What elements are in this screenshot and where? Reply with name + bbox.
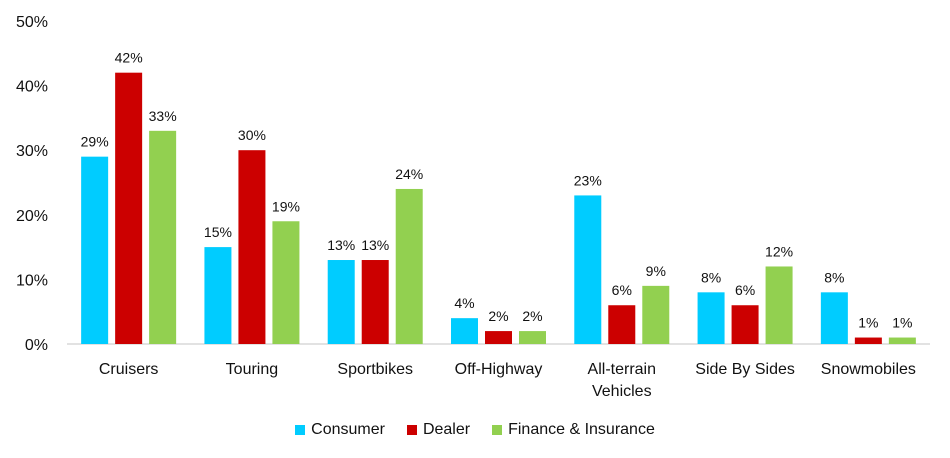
data-label-consumer: 29% <box>81 134 109 150</box>
data-label-dealer: 2% <box>488 308 508 324</box>
y-tick-label: 30% <box>16 143 48 160</box>
legend-label-finance-insurance: Finance & Insurance <box>508 421 655 438</box>
data-label-finance-insurance: 9% <box>646 263 666 279</box>
bar-finance-insurance <box>642 285 670 344</box>
legend-swatch-finance-insurance <box>492 425 503 435</box>
bar-consumer <box>81 156 109 344</box>
data-label-consumer: 15% <box>204 224 232 240</box>
data-label-finance-insurance: 2% <box>522 308 542 324</box>
data-label-finance-insurance: 19% <box>272 198 300 214</box>
y-tick-label: 0% <box>25 337 48 354</box>
data-label-dealer: 6% <box>735 282 755 298</box>
category-label: Touring <box>226 361 278 378</box>
data-label-finance-insurance: 33% <box>149 108 177 124</box>
bar-dealer <box>238 150 266 344</box>
data-label-consumer: 8% <box>701 269 721 285</box>
bar-consumer <box>697 292 725 344</box>
legend-item-consumer: Consumer <box>295 420 385 440</box>
legend-swatch-consumer <box>295 425 306 435</box>
legend-item-finance-insurance: Finance & Insurance <box>492 420 655 440</box>
bar-finance-insurance <box>888 337 916 344</box>
y-tick-label: 50% <box>16 14 48 31</box>
legend-label-dealer: Dealer <box>422 421 471 438</box>
bar-dealer <box>485 331 512 344</box>
bar-finance-insurance <box>765 266 793 344</box>
bar-consumer <box>451 318 478 344</box>
category-label: Sportbikes <box>337 361 413 378</box>
legend-label-consumer: Consumer <box>311 421 385 438</box>
category-label: Off-Highway <box>455 361 543 378</box>
data-label-finance-insurance: 1% <box>892 315 912 331</box>
legend-swatch-dealer <box>406 425 417 435</box>
bar-consumer <box>327 260 355 344</box>
data-label-consumer: 8% <box>824 269 844 285</box>
y-tick-label: 10% <box>16 272 48 289</box>
data-label-dealer: 6% <box>612 282 632 298</box>
data-label-consumer: 23% <box>574 172 602 188</box>
data-labels: 29% 15% 13% 4% 23% 8% 8% 42% 30% 13% 2% 6% 6% 1% 33% 19… <box>81 50 913 331</box>
bar-dealer <box>361 260 389 344</box>
bar-finance-insurance <box>272 221 300 344</box>
data-label-dealer: 30% <box>238 127 266 143</box>
category-label: Snowmobiles <box>821 361 916 378</box>
bar-consumer <box>574 195 602 344</box>
data-label-dealer: 13% <box>361 237 389 253</box>
bar-consumer <box>204 247 232 344</box>
y-tick-label: 40% <box>16 79 48 96</box>
bar-finance-insurance <box>519 331 546 344</box>
data-label-dealer: 1% <box>858 315 878 331</box>
category-label: All-terrain Vehicles <box>588 361 656 400</box>
bar-consumer <box>820 292 848 344</box>
data-label-consumer: 13% <box>327 237 355 253</box>
bar-dealer <box>608 305 636 344</box>
data-label-consumer: 4% <box>454 295 474 311</box>
legend-item-dealer: Dealer <box>406 420 471 440</box>
data-label-finance-insurance: 12% <box>765 243 793 259</box>
bar-dealer <box>731 305 759 344</box>
category-label: Side By Sides <box>695 361 795 378</box>
data-label-finance-insurance: 24% <box>395 166 423 182</box>
bar-finance-insurance <box>149 130 177 344</box>
legend: Consumer Dealer Finance & Insurance <box>0 420 950 440</box>
data-label-dealer: 42% <box>115 50 143 66</box>
y-tick-label: 20% <box>16 208 48 225</box>
bars <box>81 72 916 345</box>
bar-dealer <box>854 337 882 344</box>
bar-finance-insurance <box>395 188 423 344</box>
category-label: Cruisers <box>99 361 159 378</box>
bar-dealer <box>115 72 143 345</box>
